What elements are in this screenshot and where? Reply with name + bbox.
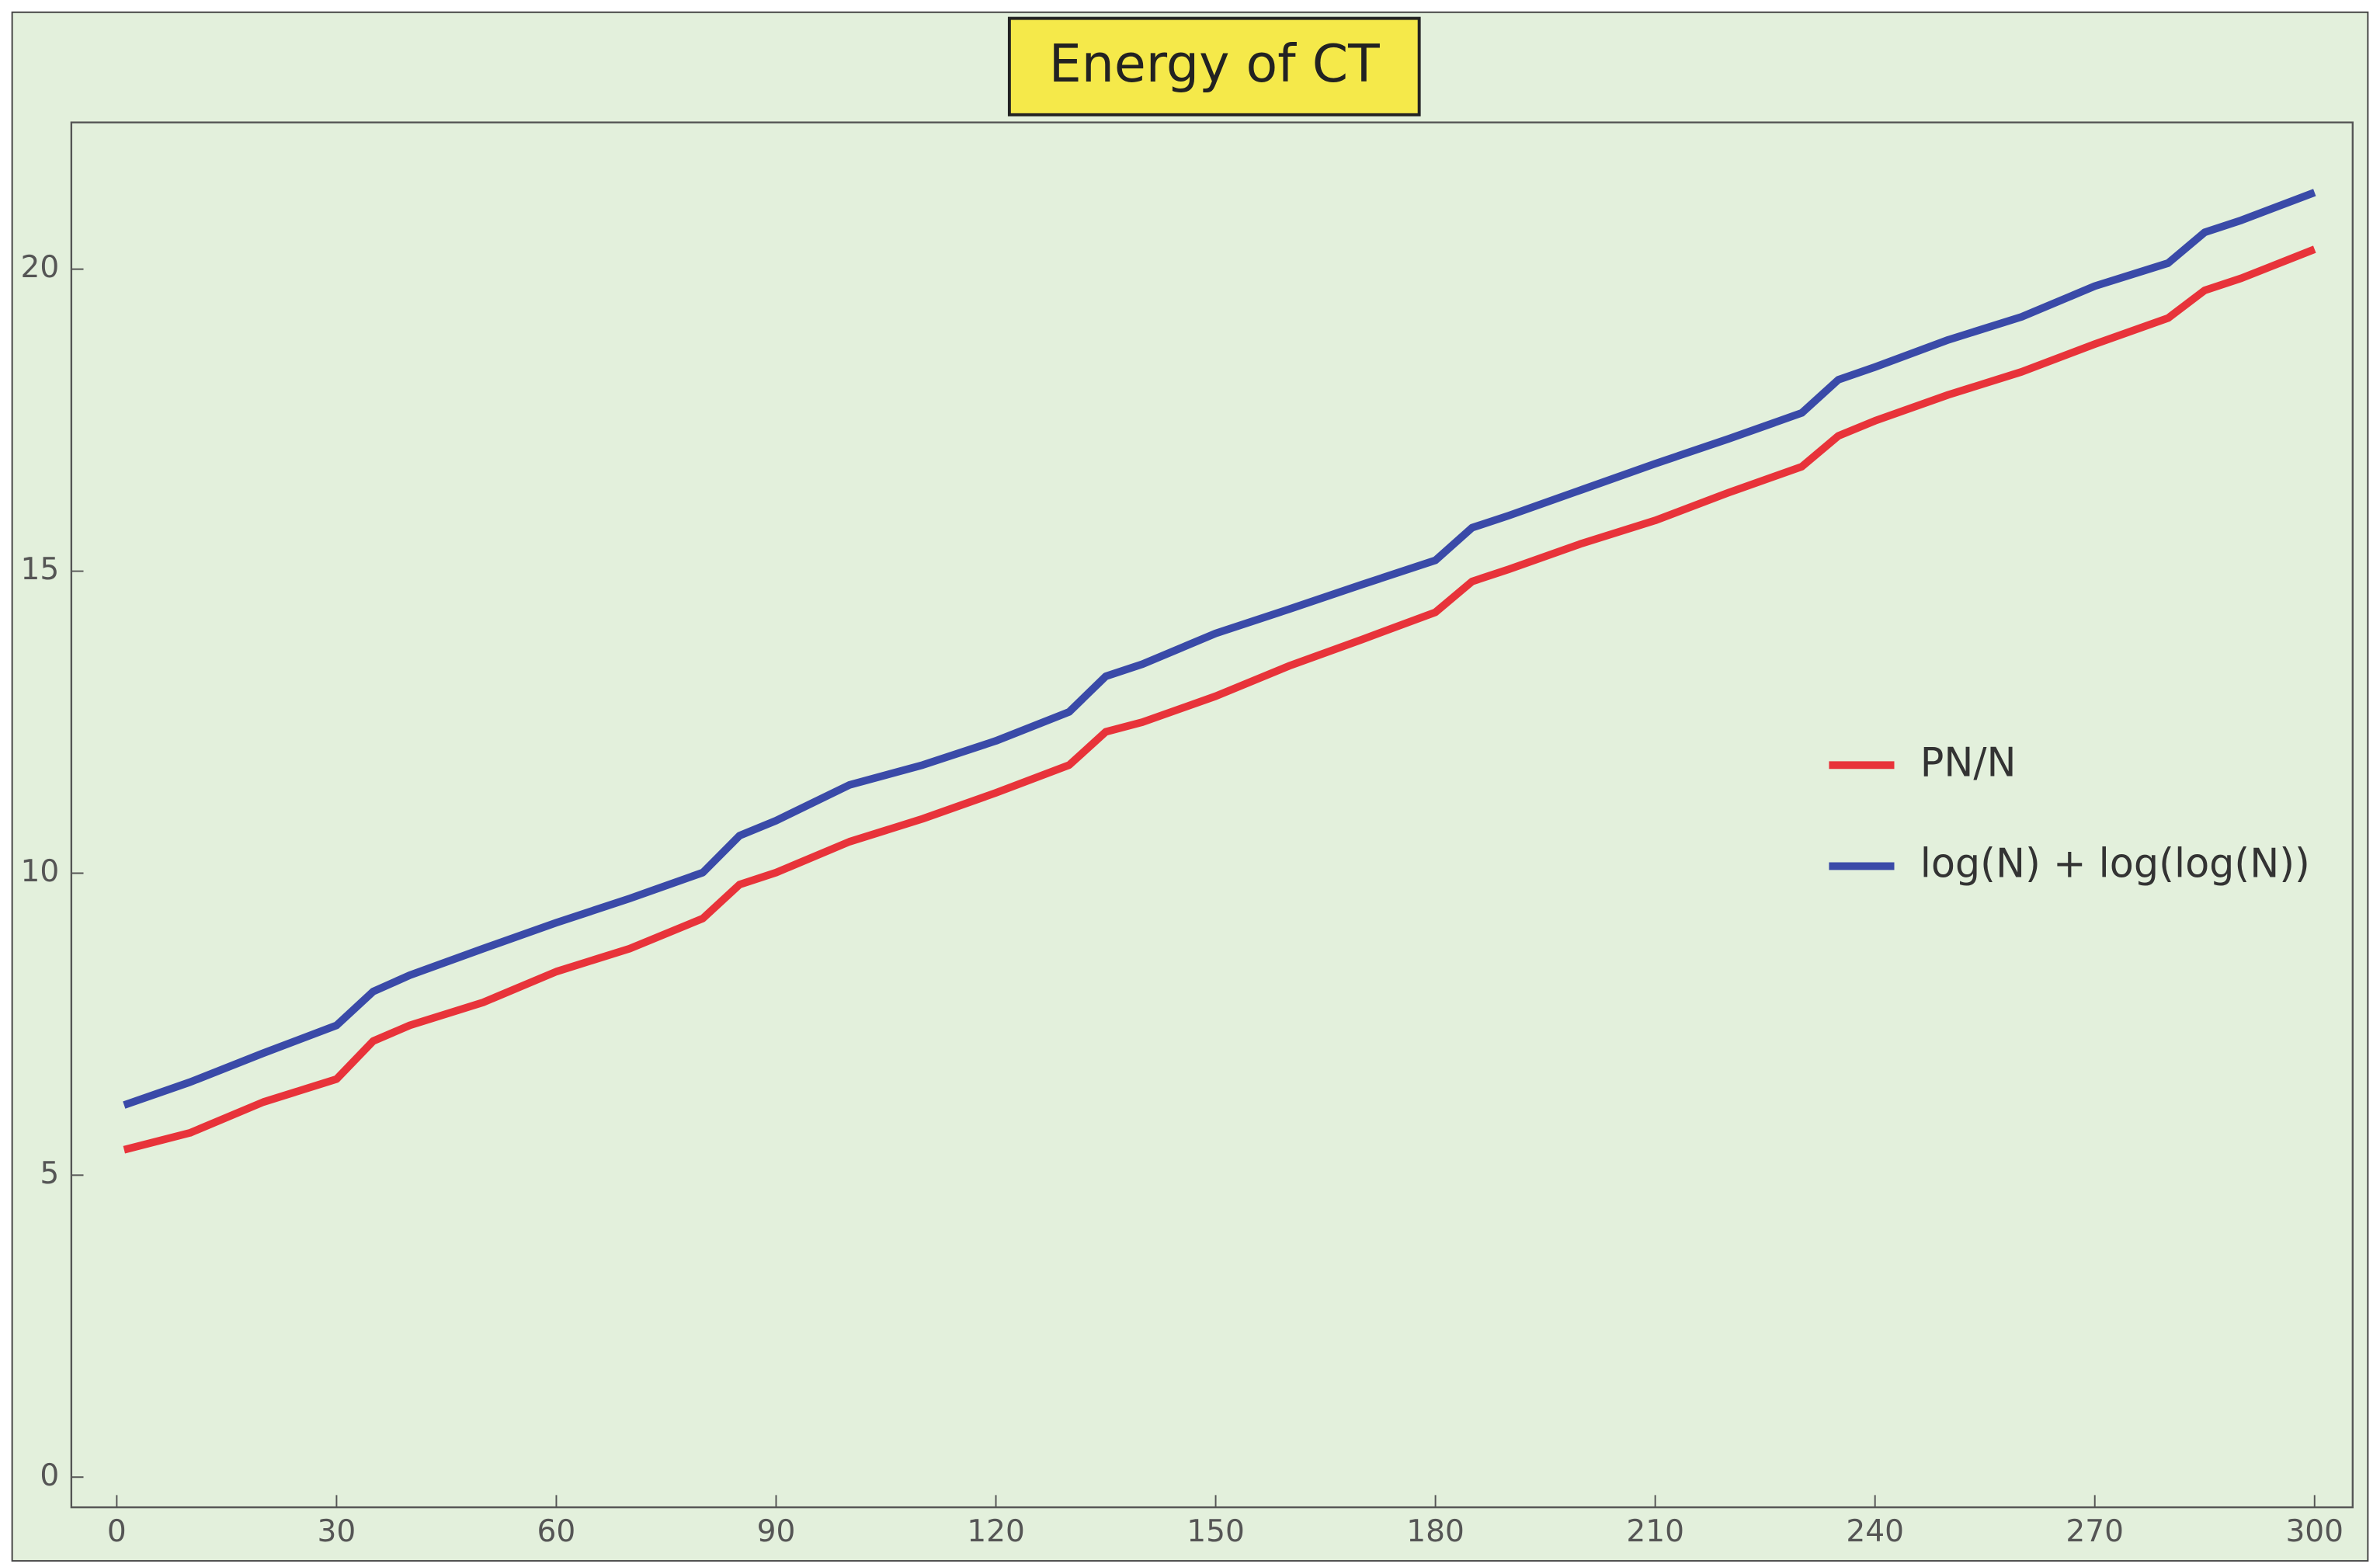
- y-tick-label: 20: [20, 250, 59, 285]
- x-tick-label: 180: [1406, 1514, 1464, 1549]
- title-box: [1007, 16, 1421, 116]
- chart-title: Energy of CT: [1049, 33, 1380, 94]
- chart-background: [11, 11, 2369, 1562]
- x-tick-label: 60: [537, 1514, 576, 1549]
- x-tick-label: 270: [2066, 1514, 2124, 1549]
- x-tick-label: 0: [107, 1514, 127, 1549]
- x-tick-label: 90: [757, 1514, 796, 1549]
- series-line: [123, 189, 2316, 1109]
- x-tick-label: 210: [1626, 1514, 1684, 1549]
- y-tick-label: 0: [40, 1458, 59, 1493]
- x-tick-label: 120: [967, 1514, 1025, 1549]
- x-tick-label: 150: [1187, 1514, 1245, 1549]
- x-tick-label: 240: [1846, 1514, 1904, 1549]
- y-tick-label: 15: [20, 552, 59, 587]
- legend-label: PN/N: [1920, 740, 2017, 786]
- x-tick-label: 30: [318, 1514, 356, 1549]
- plot-frame: [70, 121, 2354, 1509]
- legend-label: log(N) + log(log(N)): [1920, 841, 2310, 887]
- x-tick-label: 300: [2285, 1514, 2344, 1549]
- y-tick-label: 10: [20, 854, 59, 889]
- y-tick-label: 5: [40, 1156, 59, 1191]
- series-line: [123, 245, 2316, 1154]
